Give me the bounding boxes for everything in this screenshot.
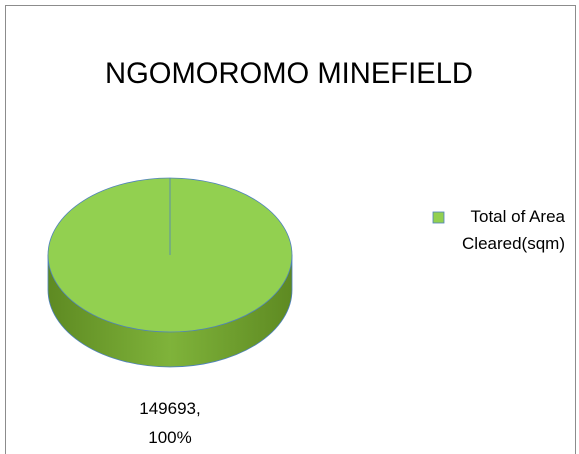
legend-label-line: Cleared(sqm) — [462, 234, 565, 253]
data-label-line: 100% — [148, 428, 191, 447]
data-label-line: 149693, — [139, 399, 200, 418]
chart-frame — [5, 5, 576, 454]
legend-swatch — [432, 211, 445, 224]
data-label: 149693, 100% — [139, 399, 200, 447]
legend-label: Total of Area Cleared(sqm) — [462, 207, 566, 253]
chart-title: NGOMOROMO MINEFIELD — [105, 57, 473, 90]
legend-label-line: Total of Area — [470, 207, 565, 226]
